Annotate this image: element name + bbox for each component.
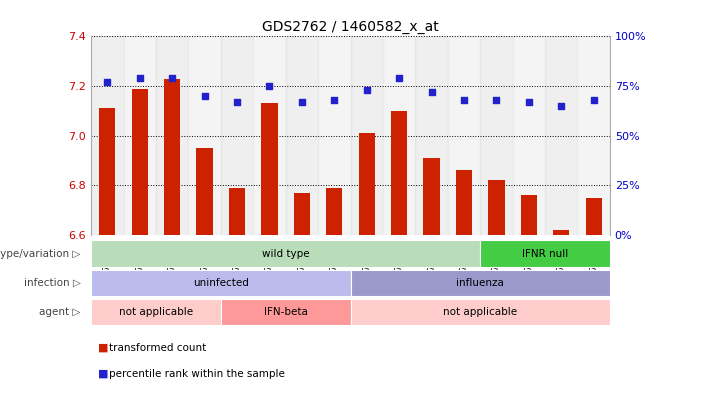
Bar — [318, 36, 350, 235]
Bar — [156, 36, 189, 235]
Bar — [553, 230, 569, 235]
Bar — [391, 111, 407, 235]
Bar — [350, 36, 383, 235]
Bar — [261, 103, 278, 235]
Bar — [480, 36, 512, 235]
Bar — [326, 188, 342, 235]
Bar — [578, 36, 610, 235]
Point — [393, 75, 404, 81]
Point — [167, 75, 178, 81]
Bar — [221, 36, 253, 235]
Text: wild type: wild type — [262, 249, 309, 258]
Bar — [286, 36, 318, 235]
Bar — [480, 241, 610, 266]
Point — [199, 93, 210, 99]
Text: transformed count: transformed count — [109, 343, 206, 353]
Text: ■: ■ — [98, 369, 109, 379]
Bar — [448, 36, 480, 235]
Point — [458, 97, 470, 103]
Text: not applicable: not applicable — [443, 307, 517, 317]
Text: genotype/variation ▷: genotype/variation ▷ — [0, 249, 81, 258]
Text: infection ▷: infection ▷ — [24, 278, 81, 288]
Bar — [512, 36, 545, 235]
Bar — [423, 158, 440, 235]
Bar — [91, 270, 350, 296]
Text: ■: ■ — [98, 343, 109, 353]
Bar — [585, 198, 601, 235]
Text: percentile rank within the sample: percentile rank within the sample — [109, 369, 285, 379]
Text: uninfected: uninfected — [193, 278, 249, 288]
Text: IFN-beta: IFN-beta — [264, 307, 308, 317]
Point — [134, 75, 145, 81]
Point — [329, 97, 340, 103]
Bar — [221, 299, 350, 325]
Bar — [100, 109, 116, 235]
Bar — [91, 36, 123, 235]
Bar — [253, 36, 286, 235]
Text: IFNR null: IFNR null — [522, 249, 568, 258]
Text: agent ▷: agent ▷ — [39, 307, 81, 317]
Title: GDS2762 / 1460582_x_at: GDS2762 / 1460582_x_at — [262, 20, 439, 34]
Point — [523, 99, 534, 105]
Point — [102, 79, 113, 85]
Text: influenza: influenza — [456, 278, 504, 288]
Point — [491, 97, 502, 103]
Bar — [350, 299, 610, 325]
Point — [361, 87, 372, 93]
Bar — [350, 270, 610, 296]
Point — [426, 89, 437, 95]
Bar — [545, 36, 578, 235]
Bar — [294, 193, 310, 235]
Bar — [164, 79, 180, 235]
Bar — [383, 36, 415, 235]
Point — [556, 103, 567, 109]
Bar — [91, 299, 221, 325]
Bar — [456, 171, 472, 235]
Point — [297, 99, 308, 105]
Bar — [521, 195, 537, 235]
Point — [264, 83, 275, 90]
Bar — [189, 36, 221, 235]
Bar — [415, 36, 448, 235]
Text: not applicable: not applicable — [119, 307, 193, 317]
Bar — [359, 133, 375, 235]
Bar — [91, 241, 480, 266]
Bar — [229, 188, 245, 235]
Bar — [489, 180, 505, 235]
Bar — [132, 89, 148, 235]
Bar — [196, 148, 212, 235]
Point — [231, 99, 243, 105]
Point — [588, 97, 599, 103]
Bar — [123, 36, 156, 235]
